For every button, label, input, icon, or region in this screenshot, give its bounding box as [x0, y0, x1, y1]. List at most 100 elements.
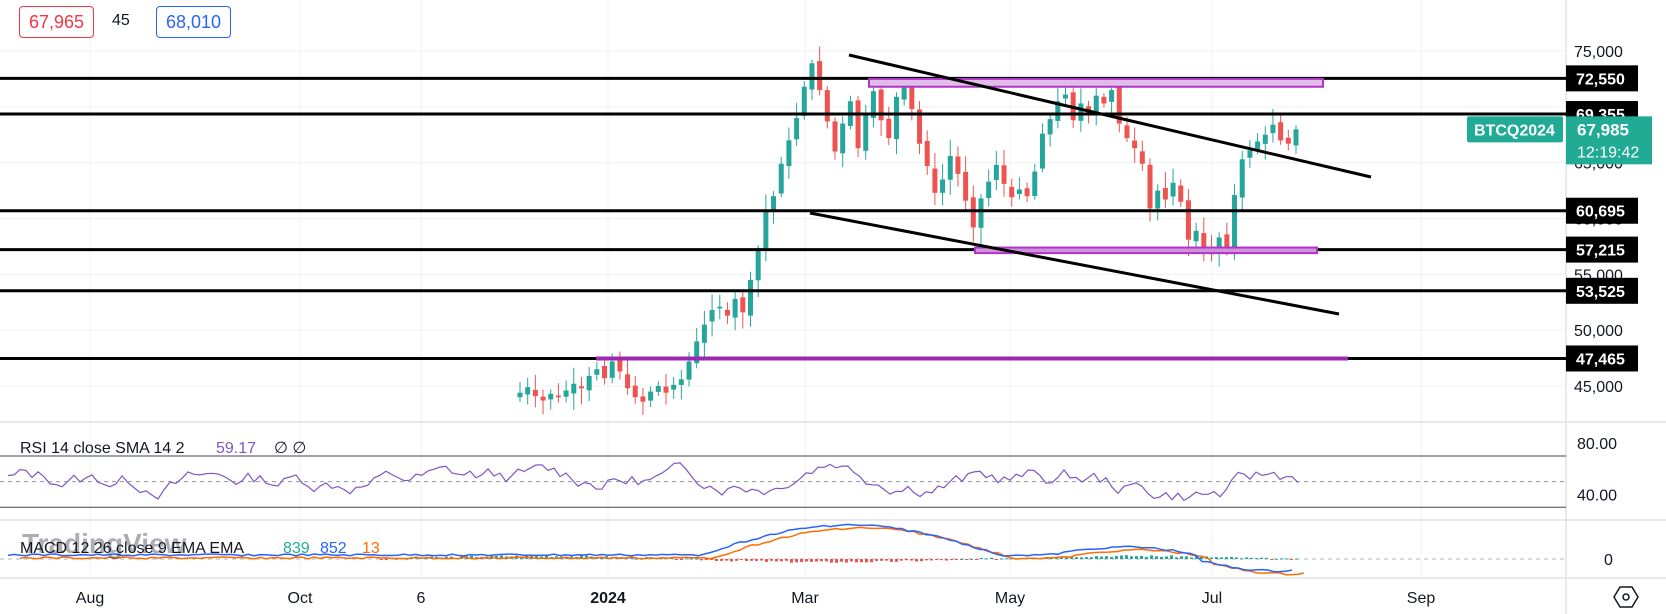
macd-histogram-bar: [955, 559, 958, 560]
macd-histogram-bar: [1290, 559, 1293, 561]
candle-body: [970, 197, 976, 228]
macd-histogram-bar: [695, 558, 698, 560]
macd-histogram-bar: [760, 559, 763, 561]
level-price-label: 72,550: [1576, 71, 1625, 88]
macd-histogram-bar: [570, 556, 573, 559]
candle-body: [1201, 233, 1207, 250]
macd-histogram-bar: [810, 559, 813, 562]
candle-body: [1001, 165, 1007, 184]
candle-body: [1278, 122, 1284, 141]
macd-histogram-bar: [975, 559, 978, 560]
macd-histogram-bar: [820, 559, 823, 562]
macd-legend-value: 13: [362, 540, 380, 557]
candle-body: [1147, 164, 1153, 209]
last-price-label: 67,985: [1577, 120, 1629, 139]
macd-histogram-bar: [1260, 557, 1263, 559]
candle-body: [993, 164, 999, 180]
macd-histogram-bar: [725, 559, 728, 561]
candle-body: [1039, 133, 1045, 169]
macd-histogram-bar: [940, 559, 943, 561]
candle-body: [863, 114, 869, 151]
candle-body: [1232, 195, 1238, 249]
candle-body: [1116, 87, 1122, 124]
candle-body: [1055, 101, 1061, 121]
candle-body: [801, 86, 807, 116]
time-axis-tick: 6: [417, 590, 426, 607]
lower-channel-trendline: [809, 211, 1340, 316]
macd-legend-label: MACD 12 26 close 9 EMA EMA: [20, 540, 244, 557]
settings-icon[interactable]: [1613, 586, 1639, 608]
candle-body: [917, 109, 923, 144]
candle-body: [609, 361, 615, 378]
candle-body: [886, 118, 892, 139]
macd-histogram-bar: [730, 559, 733, 562]
candle-body: [755, 249, 761, 281]
candle-body: [840, 123, 846, 154]
macd-histogram-bar: [1070, 556, 1073, 559]
macd-histogram-bar: [690, 558, 693, 560]
level-price-label-bg: [1566, 197, 1638, 224]
macd-histogram-bar: [600, 557, 603, 559]
rsi-legend-extra: ∅ ∅: [274, 440, 306, 457]
candle-body: [940, 179, 946, 193]
macd-legend-value: 852: [320, 540, 347, 557]
macd-legend-value: 839: [283, 540, 310, 557]
candle-body: [1063, 94, 1069, 99]
macd-histogram-bar: [1145, 556, 1148, 559]
candle-body: [932, 168, 938, 193]
candle-body: [1101, 96, 1107, 104]
macd-histogram-bar: [945, 559, 948, 561]
resistance-zone: [868, 77, 1324, 88]
macd-histogram-bar: [1245, 557, 1248, 559]
level-price-label-bg: [1566, 236, 1638, 263]
candle-body: [1124, 125, 1130, 139]
level-price-label-bg: [1566, 277, 1638, 304]
macd-histogram-bar: [1010, 558, 1013, 560]
macd-histogram-bar: [770, 559, 773, 561]
macd-histogram-bar: [1190, 557, 1193, 559]
macd-histogram-bar: [415, 558, 418, 560]
candle-body: [809, 63, 815, 90]
candle-body: [832, 121, 838, 152]
candle-body: [1285, 137, 1291, 144]
macd-histogram-bar: [1210, 557, 1213, 559]
macd-histogram-bar: [910, 559, 913, 561]
macd-histogram-bar: [875, 559, 878, 561]
candle-body: [540, 396, 546, 401]
macd-histogram-bar: [830, 559, 833, 563]
macd-histogram-bar: [1005, 558, 1008, 560]
macd-histogram-bar: [865, 559, 868, 563]
candle-body: [1009, 186, 1015, 198]
macd-histogram-bar: [840, 559, 843, 562]
macd-histogram-bar: [775, 559, 778, 562]
macd-histogram-bar: [385, 559, 388, 560]
macd-histogram-bar: [1080, 557, 1083, 559]
candle-body: [1024, 188, 1030, 197]
tradingview-watermark: TradingView: [22, 528, 187, 559]
macd-histogram-bar: [395, 558, 398, 560]
macd-histogram-bar: [965, 559, 968, 560]
macd-histogram-bar: [1285, 558, 1288, 560]
candle-body: [878, 89, 884, 121]
candle-body: [563, 390, 569, 397]
candle-body: [1109, 90, 1115, 102]
bid-price-box[interactable]: 67,965: [19, 6, 95, 38]
macd-histogram-bar: [1000, 558, 1003, 560]
candle-body: [571, 383, 577, 394]
macd-line: [7, 523, 1293, 573]
macd-histogram-bar: [710, 559, 713, 560]
candle-body: [1239, 159, 1245, 198]
candle-body: [548, 393, 554, 400]
candle-body: [532, 389, 538, 397]
macd-histogram-bar: [800, 559, 803, 562]
macd-histogram-bar: [585, 555, 588, 559]
price-axis-tick: 45,000: [1574, 379, 1623, 396]
ask-price-box[interactable]: 68,010: [156, 6, 232, 38]
macd-histogram-bar: [1230, 556, 1233, 559]
candle-body: [1047, 119, 1053, 135]
macd-histogram-bar: [1220, 557, 1223, 559]
candle-body: [602, 365, 608, 379]
candle-body: [794, 118, 800, 140]
candle-body: [517, 392, 523, 398]
